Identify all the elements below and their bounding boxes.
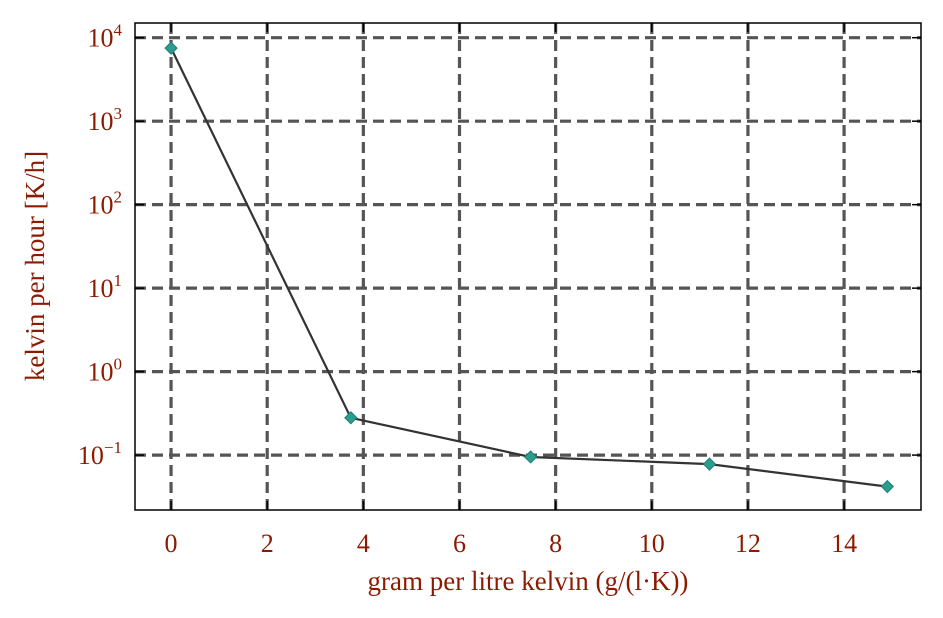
x-tick-label: 2 [261,529,274,558]
plot-frame [134,22,922,511]
y-tick-label: 10−1 [78,438,122,470]
x-tick-label: 4 [357,529,370,558]
series-line [170,47,888,488]
series [164,41,895,494]
y-tick-label: 102 [88,188,123,220]
y-tick-label: 101 [88,271,123,303]
y-axis-label: kelvin per hour [K/h] [20,151,50,381]
data-point [523,450,538,464]
data-point [344,411,358,425]
x-axis-label: gram per litre kelvin (g/(l·K)) [368,566,689,596]
data-point [702,457,717,471]
ticks: 0 2 4 6 8 10 12 14 10−1 100 101 102 103 104 [78,21,921,558]
data-point [880,479,895,494]
y-tick-label: 100 [88,355,123,387]
data-point [164,41,178,55]
y-tick-label: 104 [88,21,123,53]
x-tick-label: 6 [453,529,466,558]
x-tick-label: 0 [165,529,178,558]
grid [135,23,921,510]
x-tick-label: 8 [549,529,562,558]
x-tick-label: 10 [639,529,665,558]
x-tick-label: 14 [831,529,857,558]
y-tick-label: 103 [88,104,123,136]
x-tick-label: 12 [735,529,761,558]
